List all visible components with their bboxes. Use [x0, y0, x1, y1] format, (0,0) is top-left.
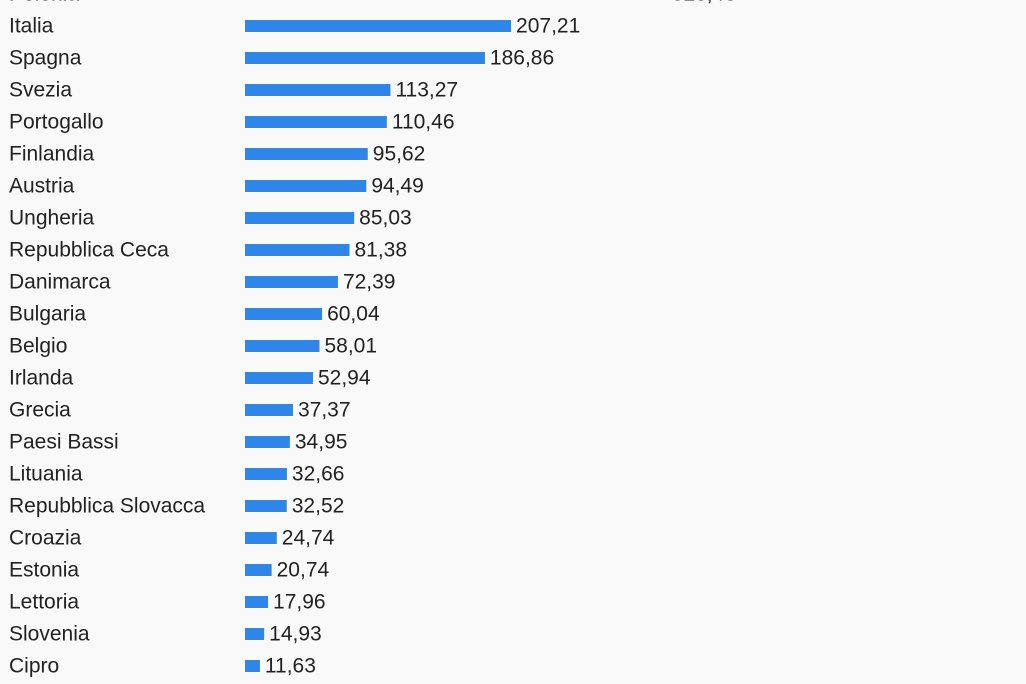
bar: [245, 340, 320, 352]
category-label: Repubblica Ceca: [9, 239, 169, 262]
category-label: Grecia: [9, 399, 71, 422]
category-label: Slovenia: [9, 623, 90, 646]
category-label: Bulgaria: [9, 303, 86, 326]
category-label: Portogallo: [9, 111, 104, 134]
category-label: Finlandia: [9, 143, 95, 166]
value-label: 34,95: [295, 431, 348, 454]
value-label: 24,74: [282, 527, 335, 550]
category-label: Estonia: [9, 559, 79, 582]
category-label: Cipro: [9, 655, 59, 678]
bar: [245, 404, 293, 416]
value-label: 95,62: [373, 143, 426, 166]
value-label: 186,86: [490, 47, 554, 70]
value-label: 52,94: [318, 367, 371, 390]
value-label: 58,01: [324, 335, 377, 358]
category-label: Italia: [9, 15, 54, 38]
value-label: 32,52: [292, 495, 345, 518]
bar: [245, 660, 260, 672]
bar: [245, 436, 290, 448]
category-label: Svezia: [9, 79, 72, 102]
bar: [245, 148, 368, 160]
bar: [245, 628, 265, 640]
bar: [245, 468, 287, 480]
bar: [245, 596, 269, 608]
category-label: Danimarca: [9, 271, 111, 294]
bar: [245, 500, 287, 512]
value-label: 110,46: [392, 111, 455, 134]
value-label: 14,93: [269, 623, 322, 646]
value-label: 72,39: [343, 271, 396, 294]
value-label: 32,66: [292, 463, 345, 486]
category-label: Spagna: [9, 47, 82, 70]
value-label: 20,74: [277, 559, 330, 582]
value-label: 11,63: [265, 655, 316, 678]
category-label: Paesi Bassi: [9, 431, 119, 454]
value-label: 94,49: [371, 175, 424, 198]
category-label: Polonia: [9, 0, 79, 6]
value-label: 17,96: [273, 591, 326, 614]
bar: [245, 52, 485, 64]
value-label: 81,38: [354, 239, 407, 262]
bar: [245, 372, 313, 384]
bar: [245, 564, 272, 576]
bar: [245, 212, 355, 224]
category-label: Repubblica Slovacca: [9, 495, 205, 518]
category-label: Lettoria: [9, 591, 79, 614]
category-label: Ungheria: [9, 207, 95, 230]
value-label: 207,21: [516, 15, 580, 38]
bar: [245, 532, 277, 544]
category-label: Irlanda: [9, 367, 74, 390]
bar: [245, 308, 323, 320]
bar: [245, 276, 338, 288]
bar: [245, 244, 350, 256]
category-label: Croazia: [9, 527, 82, 550]
category-label: Belgio: [9, 335, 67, 358]
value-label: 328,48: [672, 0, 736, 6]
value-label: 113,27: [395, 79, 458, 102]
category-label: Lituania: [9, 463, 83, 486]
value-label: 85,03: [359, 207, 412, 230]
bar: [245, 116, 387, 128]
bar: [245, 84, 391, 96]
value-label: 37,37: [298, 399, 351, 422]
bar: [245, 20, 512, 32]
category-label: Austria: [9, 175, 75, 198]
value-label: 60,04: [327, 303, 380, 326]
bar: [245, 180, 367, 192]
